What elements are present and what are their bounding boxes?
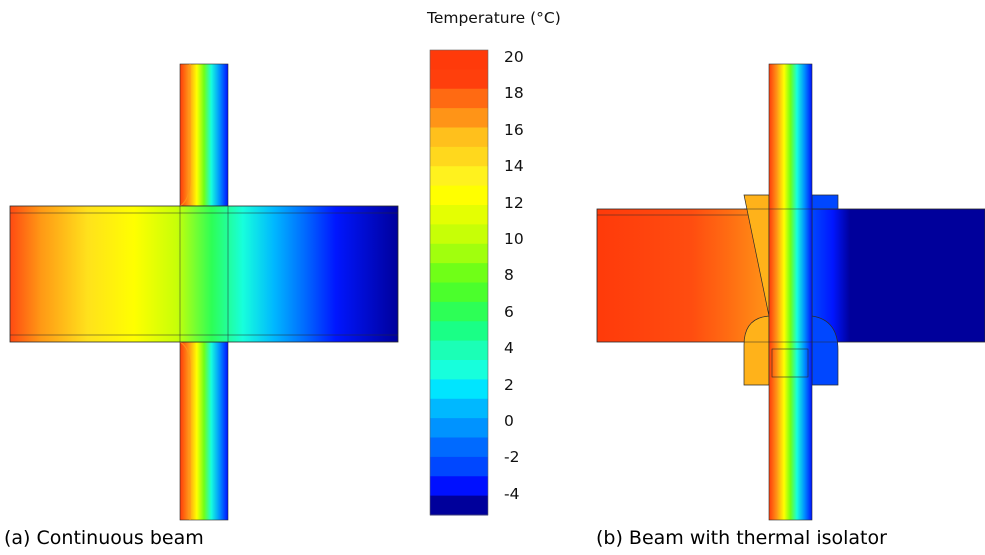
legend-band bbox=[430, 69, 488, 90]
wall-a-bottom bbox=[179, 341, 229, 521]
panel-b bbox=[596, 63, 985, 521]
isolator-right-block bbox=[811, 194, 839, 210]
legend-tick-label: 16 bbox=[504, 120, 524, 139]
legend-tick-label: 12 bbox=[504, 193, 524, 212]
legend-band bbox=[430, 360, 488, 380]
legend-band bbox=[430, 437, 488, 458]
beam-a bbox=[9, 205, 399, 343]
legend-tick-label: 4 bbox=[504, 339, 514, 358]
beam-b-right bbox=[811, 208, 985, 343]
legend-band bbox=[430, 495, 488, 516]
legend-band bbox=[430, 205, 488, 225]
caption-b: (b) Beam with thermal isolator bbox=[596, 527, 887, 549]
legend-band bbox=[430, 379, 488, 400]
caption-a: (a) Continuous beam bbox=[4, 527, 204, 549]
legend-band bbox=[430, 224, 488, 245]
beam-b-left bbox=[596, 208, 770, 343]
legend-title: Temperature (°C) bbox=[427, 9, 561, 27]
legend-tick-label: 20 bbox=[504, 48, 524, 66]
legend-tick-label: 2 bbox=[504, 375, 514, 394]
isotherm-a-top bbox=[179, 64, 191, 207]
legend-tick-label: 10 bbox=[504, 230, 524, 248]
isotherm-a-bottom bbox=[179, 341, 191, 520]
legend-tick-label: 8 bbox=[504, 266, 514, 285]
legend-border bbox=[429, 49, 489, 516]
legend-band bbox=[430, 321, 488, 342]
legend-band bbox=[430, 282, 488, 303]
isolator-left-block bbox=[743, 194, 770, 386]
legend-band bbox=[430, 127, 488, 148]
legend-band bbox=[430, 243, 488, 264]
legend-band bbox=[430, 108, 488, 128]
isolator-right-bulb bbox=[811, 315, 839, 386]
legend-band bbox=[430, 301, 488, 322]
legend-band bbox=[430, 185, 488, 206]
legend-tick-label: -2 bbox=[504, 448, 520, 467]
legend-band bbox=[430, 418, 488, 438]
legend-tick-label: 6 bbox=[504, 302, 514, 321]
legend-band bbox=[430, 476, 488, 497]
legend-band bbox=[430, 146, 488, 167]
wall-b bbox=[768, 63, 813, 521]
legend-tick-label: -4 bbox=[504, 484, 520, 503]
wall-a-top bbox=[179, 63, 229, 207]
legend-band bbox=[430, 398, 488, 419]
legend-band bbox=[430, 50, 488, 70]
legend-band bbox=[430, 263, 488, 283]
legend-tick-label: 14 bbox=[504, 157, 524, 176]
isolator-inner-box bbox=[771, 348, 809, 378]
legend-band bbox=[430, 340, 488, 361]
legend-band bbox=[430, 456, 488, 477]
legend-tick-label: 0 bbox=[504, 412, 514, 430]
legend-color-bar bbox=[429, 49, 489, 516]
panel-a bbox=[9, 63, 399, 521]
legend-band bbox=[430, 166, 488, 187]
legend-band bbox=[430, 88, 488, 109]
legend-tick-label: 18 bbox=[504, 84, 524, 103]
